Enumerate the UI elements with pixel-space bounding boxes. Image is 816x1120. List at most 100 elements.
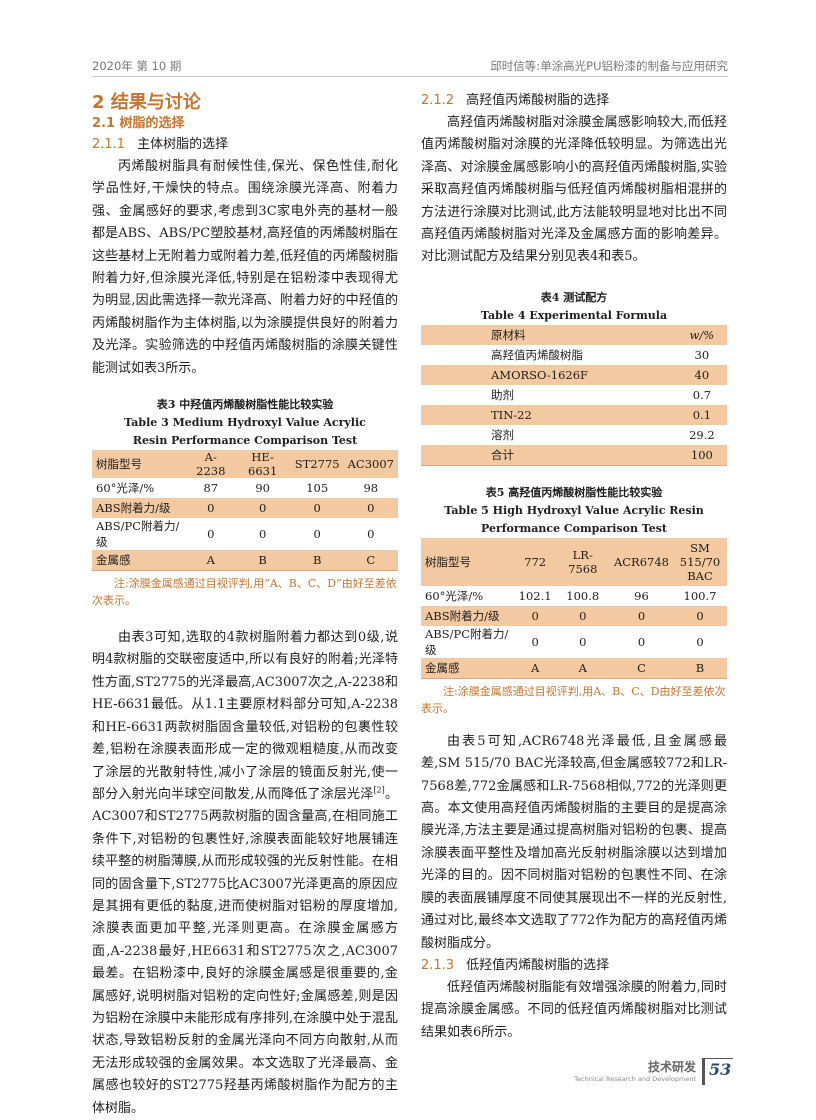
citation: [2] bbox=[373, 785, 385, 795]
table-row: TIN-22 0.1 bbox=[421, 404, 727, 425]
table-row: 合计 100 bbox=[421, 444, 727, 466]
table-cell: 30 bbox=[694, 347, 710, 362]
table-header-cell: 772 bbox=[514, 537, 556, 586]
table-row: 60°光泽/% 102.1 100.8 96 100.7 bbox=[421, 586, 727, 606]
page-number-frame bbox=[702, 1058, 733, 1085]
table-cell: 合计 bbox=[421, 444, 677, 466]
table-cell: 100.8 bbox=[566, 588, 600, 603]
table-cell: 0 bbox=[531, 634, 539, 649]
paragraph: 由表5可知,ACR6748光泽最低,且金属感最差,SM 515/70 BAC光泽… bbox=[421, 733, 727, 951]
table-header-cell: AC3007 bbox=[343, 450, 398, 479]
table-cell: 0 bbox=[187, 498, 235, 519]
header-divider bbox=[92, 76, 728, 77]
running-header-title: 邱时信等:单涂高光PU铝粉漆的制备与应用研究 bbox=[490, 59, 728, 73]
table-header-row: 树脂型号 772 LR-7568 ACR6748 SM 515/70 BAC bbox=[421, 537, 727, 586]
table3-note: 注:涂膜金属感通过目视评判,用“A、B、C、D”由好至差依次表示。 bbox=[92, 577, 397, 608]
table-cell: ABS/PC附着力/级 bbox=[425, 626, 509, 657]
paragraph: 丙烯酸树脂具有耐候性佳,保光、保色性佳,耐化学品性好,干燥快的特点。围绕涂膜光泽… bbox=[92, 159, 398, 376]
table-header-cell: 树脂型号 bbox=[92, 450, 188, 479]
table-cell: 0 bbox=[609, 605, 673, 626]
table-cell: 0 bbox=[637, 634, 646, 649]
table-row: 溶剂 29.2 bbox=[421, 425, 727, 445]
table-cell: 40 bbox=[676, 364, 727, 385]
paragraph: 由表3可知,选取的4款树脂附着力都达到0级,说明4款树脂的交联密度适中,所以有良… bbox=[92, 627, 398, 1120]
heading-number: 2.1.2 bbox=[421, 93, 455, 108]
left-column: 2 结果与讨论 2.1 树脂的选择 2.1.1 主体树脂的选择 丙烯酸树脂具有耐候… bbox=[92, 88, 398, 1120]
table-row: 60°光泽/% 87 90 105 98 bbox=[92, 478, 398, 498]
table-cell: 60°光泽/% bbox=[425, 588, 484, 603]
table-cell: 98 bbox=[363, 481, 379, 496]
table-header-cell: ACR6748 bbox=[609, 537, 673, 586]
table-cell: C bbox=[343, 550, 398, 572]
table5-note: 注:涂膜金属感通过目视评判,用A、B、C、D由好至差依次表示。 bbox=[421, 684, 726, 715]
subsection-heading: 2.1 树脂的选择 bbox=[92, 116, 185, 131]
table-header-row: 树脂型号 A-2238 HE-6631 ST2775 AC3007 bbox=[92, 450, 398, 479]
table-cell: A bbox=[514, 657, 556, 679]
table-row: 金属感 A B B C bbox=[92, 550, 398, 572]
table-row: ABS/PC附着力/级 0 0 0 0 bbox=[421, 626, 727, 658]
subsubsection-heading: 2.1.2 高羟值丙烯酸树脂的选择 bbox=[421, 90, 727, 112]
paragraph: 高羟值丙烯酸树脂对涂膜金属感影响较大,而低羟值丙烯酸树脂对涂膜的光泽降低较明显。… bbox=[421, 115, 727, 265]
table-cell: 0 bbox=[514, 605, 556, 626]
table-cell: 0 bbox=[343, 498, 398, 519]
table-row: ABS附着力/级 0 0 0 0 bbox=[92, 498, 398, 519]
table-cell: 105 bbox=[306, 481, 329, 496]
heading-number: 2.1.1 bbox=[92, 137, 126, 152]
subsubsection-heading: 2.1.1 主体树脂的选择 bbox=[92, 134, 398, 156]
table-cell: C bbox=[609, 657, 673, 679]
table-header-cell: SM 515/70 BAC bbox=[673, 537, 727, 586]
table3-title-cn: 表3 中羟值丙烯酸树脂性能比较实验 bbox=[156, 398, 334, 412]
table-cell: 高羟值丙烯酸树脂 bbox=[491, 347, 583, 362]
table5: 树脂型号 772 LR-7568 ACR6748 SM 515/70 BAC 60°光泽/… bbox=[421, 537, 727, 679]
footer-section-en: Technical Research and Development bbox=[574, 1075, 696, 1083]
heading-number: 2.1.3 bbox=[421, 957, 455, 973]
table-cell: B bbox=[234, 550, 291, 572]
table-cell: 0 bbox=[313, 527, 321, 542]
table-cell: ABS附着力/级 bbox=[92, 498, 188, 519]
heading-title: 高羟值丙烯酸树脂的选择 bbox=[466, 93, 610, 108]
table-row: ABS附着力/级 0 0 0 0 bbox=[421, 605, 727, 626]
table-cell: 96 bbox=[634, 588, 649, 603]
table3: 树脂型号 A-2238 HE-6631 ST2775 AC3007 60°光泽/% 87 90… bbox=[92, 450, 398, 572]
table4-title-cn: 表4 测试配方 bbox=[540, 290, 608, 304]
table-cell: 助剂 bbox=[491, 387, 514, 402]
table-cell: 60°光泽/% bbox=[96, 481, 155, 496]
table-cell: 90 bbox=[255, 481, 270, 496]
table-cell: 100.7 bbox=[683, 588, 717, 603]
table-cell: 0 bbox=[367, 527, 375, 542]
table-cell: 金属感 bbox=[421, 657, 515, 679]
table5-title-cn: 表5 高羟值丙烯酸树脂性能比较实验 bbox=[485, 485, 663, 499]
table-cell: B bbox=[290, 550, 344, 572]
table-cell: 0 bbox=[290, 498, 344, 519]
table-cell: ABS附着力/级 bbox=[421, 605, 515, 626]
table-cell: 0 bbox=[258, 527, 267, 542]
table4: 原材料 w/% 高羟值丙烯酸树脂 30 AMORSO-1626F 40 助剂 0.7 TIN-2… bbox=[421, 324, 727, 466]
table-cell: 0 bbox=[696, 634, 704, 649]
table-header-cell: w/% bbox=[676, 324, 727, 345]
table-cell: 0 bbox=[207, 527, 215, 542]
paragraph-text: 。AC3007和ST2775两款树脂的固含量高,在相同施工条件下,对铝粉的包裹性… bbox=[92, 786, 398, 1116]
paragraph: 低羟值丙烯酸树脂能有效增强涂膜的附着力,同时提高涂膜金属感。不同的低羟值丙烯酸树… bbox=[421, 979, 727, 1040]
table-cell: 0 bbox=[673, 605, 727, 626]
table-cell: A bbox=[187, 550, 235, 572]
table-row: ABS/PC附着力/级 0 0 0 0 bbox=[92, 518, 398, 550]
table-cell: 100 bbox=[676, 444, 727, 466]
heading-title: 主体树脂的选择 bbox=[137, 137, 229, 152]
table-header-cell: HE-6631 bbox=[234, 450, 291, 479]
table-header-cell: 原材料 bbox=[421, 324, 677, 345]
table-cell: 溶剂 bbox=[491, 427, 514, 442]
table-cell: 0.1 bbox=[676, 404, 727, 425]
table-cell: ABS/PC附着力/级 bbox=[96, 519, 180, 550]
table-cell: 0.7 bbox=[692, 387, 712, 402]
table-cell: B bbox=[673, 657, 727, 679]
paragraph-text: 由表3可知,选取的4款树脂附着力都达到0级,说明4款树脂的交联密度适中,所以有良… bbox=[92, 630, 398, 802]
section-heading: 2 结果与讨论 bbox=[92, 92, 201, 113]
right-column: 2.1.2 高羟值丙烯酸树脂的选择 高羟值丙烯酸树脂对涂膜金属感影响较大,而低羟值… bbox=[421, 90, 727, 1044]
table-cell: 102.1 bbox=[518, 588, 552, 603]
subsubsection-heading: 2.1.3 低羟值丙烯酸树脂的选择 bbox=[421, 955, 727, 977]
table3-title-en: Table 3 Medium Hydroxyl Value Acrylic Re… bbox=[124, 416, 366, 448]
footer-section-cn: 技术研发 bbox=[647, 1060, 696, 1074]
table-cell: AMORSO-1626F bbox=[421, 364, 677, 385]
table-cell: 29.2 bbox=[689, 427, 715, 442]
running-header-issue: 2020年 第 10 期 bbox=[92, 59, 182, 73]
